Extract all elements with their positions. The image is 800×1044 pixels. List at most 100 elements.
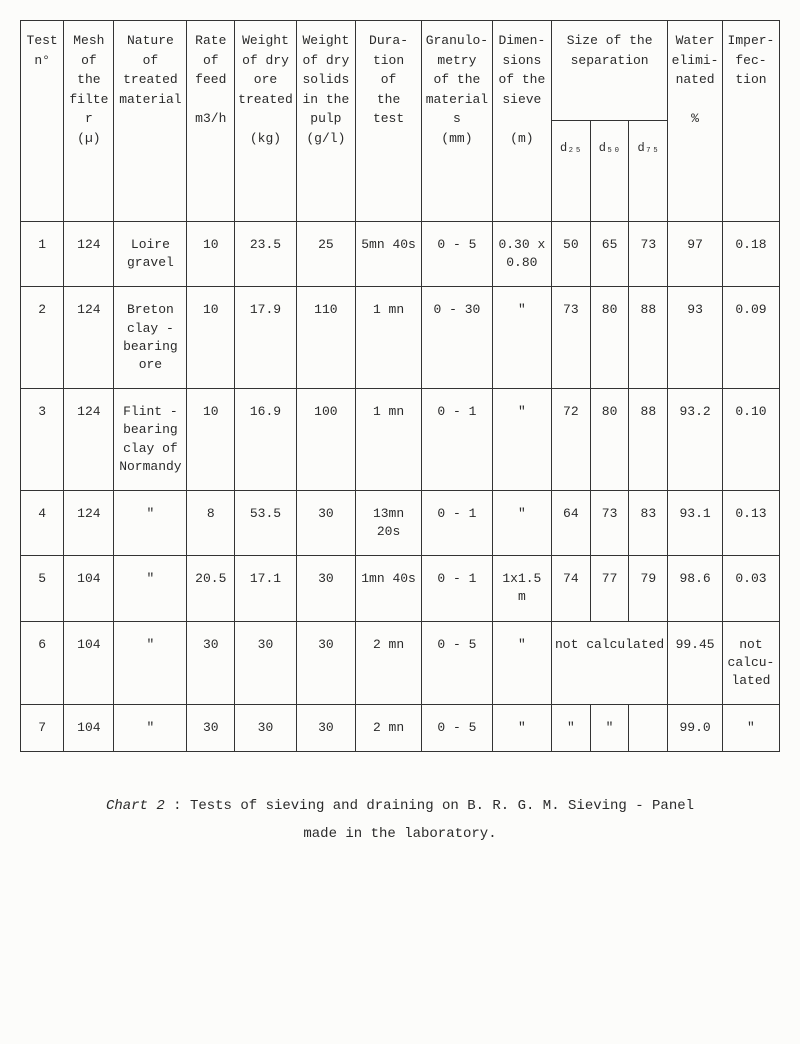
cell-sieve-dim: ": [492, 389, 551, 491]
cell-test: 1: [21, 222, 64, 287]
cell-test: 4: [21, 490, 64, 555]
caption-line1: : Tests of sieving and draining on B. R.…: [165, 798, 694, 814]
col-sieve: Dimen-sionsof thesieve(m): [492, 21, 551, 222]
cell-rate: 30: [187, 621, 235, 705]
col-imperf: Imper-fec-tion: [722, 21, 779, 222]
cell-imperfection: 0.03: [722, 556, 779, 621]
cell-d75: [629, 705, 668, 752]
cell-d50: 77: [590, 556, 629, 621]
cell-mesh: 104: [64, 705, 114, 752]
cell-test: 5: [21, 556, 64, 621]
col-wsol: Weightof drysolidsin thepulp(g/l): [296, 21, 355, 222]
cell-sieve-dim: ": [492, 621, 551, 705]
cell-weight-ore: 23.5: [235, 222, 297, 287]
cell-weight-solids: 30: [296, 621, 355, 705]
cell-weight-solids: 30: [296, 705, 355, 752]
cell-granulometry: 0 - 30: [422, 287, 493, 389]
cell-d50: 80: [590, 287, 629, 389]
cell-granulometry: 0 - 5: [422, 705, 493, 752]
caption-label: Chart 2: [106, 798, 165, 814]
cell-weight-ore: 30: [235, 705, 297, 752]
cell-d25: 50: [551, 222, 590, 287]
cell-d75: 73: [629, 222, 668, 287]
cell-water: 93: [668, 287, 723, 389]
cell-sieve-dim: 0.30 x0.80: [492, 222, 551, 287]
cell-weight-ore: 30: [235, 621, 297, 705]
col-size-sep: Size of theseparation: [551, 21, 667, 121]
cell-mesh: 104: [64, 556, 114, 621]
col-rate: Rateoffeedm3/h: [187, 21, 235, 222]
cell-nature: ": [114, 621, 187, 705]
cell-weight-ore: 16.9: [235, 389, 297, 491]
cell-rate: 10: [187, 222, 235, 287]
col-duration: Dura-tionofthetest: [356, 21, 422, 222]
cell-d25: 73: [551, 287, 590, 389]
table-header: Testn° Meshofthefilter(µ) Natureoftreate…: [21, 21, 780, 222]
cell-sieve-dim: ": [492, 490, 551, 555]
cell-d75: 83: [629, 490, 668, 555]
cell-d25: 64: [551, 490, 590, 555]
col-nature: Natureoftreatedmaterial: [114, 21, 187, 222]
cell-duration: 1 mn: [356, 389, 422, 491]
cell-nature: Flint -bearingclay ofNormandy: [114, 389, 187, 491]
cell-weight-solids: 25: [296, 222, 355, 287]
cell-nature: ": [114, 490, 187, 555]
cell-d50: 65: [590, 222, 629, 287]
col-test: Testn°: [21, 21, 64, 222]
table-row: 3124Flint -bearingclay ofNormandy1016.91…: [21, 389, 780, 491]
cell-d50: 80: [590, 389, 629, 491]
cell-rate: 10: [187, 389, 235, 491]
cell-test: 6: [21, 621, 64, 705]
cell-d25: 74: [551, 556, 590, 621]
table-row: 2124Bretonclay -bearingore1017.91101 mn0…: [21, 287, 780, 389]
cell-water: 93.2: [668, 389, 723, 491]
cell-mesh: 124: [64, 222, 114, 287]
table-body: 1124Loiregravel1023.5255mn 40s0 - 50.30 …: [21, 222, 780, 752]
cell-nature: Bretonclay -bearingore: [114, 287, 187, 389]
cell-mesh: 104: [64, 621, 114, 705]
cell-imperfection: 0.13: [722, 490, 779, 555]
cell-d75: 79: [629, 556, 668, 621]
cell-sieve-dim: ": [492, 705, 551, 752]
cell-water: 99.45: [668, 621, 723, 705]
cell-duration: 1mn 40s: [356, 556, 422, 621]
cell-d50: 73: [590, 490, 629, 555]
cell-rate: 20.5: [187, 556, 235, 621]
cell-rate: 8: [187, 490, 235, 555]
cell-duration: 5mn 40s: [356, 222, 422, 287]
table-row: 6104"3030302 mn0 - 5"not calculated99.45…: [21, 621, 780, 705]
col-mesh: Meshofthefilter(µ): [64, 21, 114, 222]
cell-d25: ": [551, 705, 590, 752]
cell-duration: 2 mn: [356, 705, 422, 752]
col-water: Waterelimi-nated%: [668, 21, 723, 222]
table-row: 1124Loiregravel1023.5255mn 40s0 - 50.30 …: [21, 222, 780, 287]
cell-d75: 88: [629, 389, 668, 491]
col-wore: Weightof dryoretreated(kg): [235, 21, 297, 222]
cell-rate: 10: [187, 287, 235, 389]
col-d75: d₇₅: [629, 120, 668, 221]
cell-granulometry: 0 - 5: [422, 222, 493, 287]
cell-d-merged: not calculated: [551, 621, 667, 705]
table-row: 5104"20.517.1301mn 40s0 - 11x1.5 m747779…: [21, 556, 780, 621]
cell-water: 99.0: [668, 705, 723, 752]
cell-test: 2: [21, 287, 64, 389]
cell-rate: 30: [187, 705, 235, 752]
cell-test: 7: [21, 705, 64, 752]
cell-weight-solids: 110: [296, 287, 355, 389]
cell-granulometry: 0 - 5: [422, 621, 493, 705]
sieving-tests-table: Testn° Meshofthefilter(µ) Natureoftreate…: [20, 20, 780, 752]
cell-d50: ": [590, 705, 629, 752]
cell-granulometry: 0 - 1: [422, 490, 493, 555]
caption-line2: made in the laboratory.: [303, 826, 496, 842]
col-d50: d₅₀: [590, 120, 629, 221]
cell-imperfection: 0.09: [722, 287, 779, 389]
cell-weight-ore: 17.9: [235, 287, 297, 389]
cell-d75: 88: [629, 287, 668, 389]
cell-nature: ": [114, 705, 187, 752]
cell-duration: 13mn 20s: [356, 490, 422, 555]
cell-test: 3: [21, 389, 64, 491]
cell-granulometry: 0 - 1: [422, 389, 493, 491]
cell-weight-solids: 100: [296, 389, 355, 491]
cell-weight-solids: 30: [296, 556, 355, 621]
cell-weight-ore: 53.5: [235, 490, 297, 555]
